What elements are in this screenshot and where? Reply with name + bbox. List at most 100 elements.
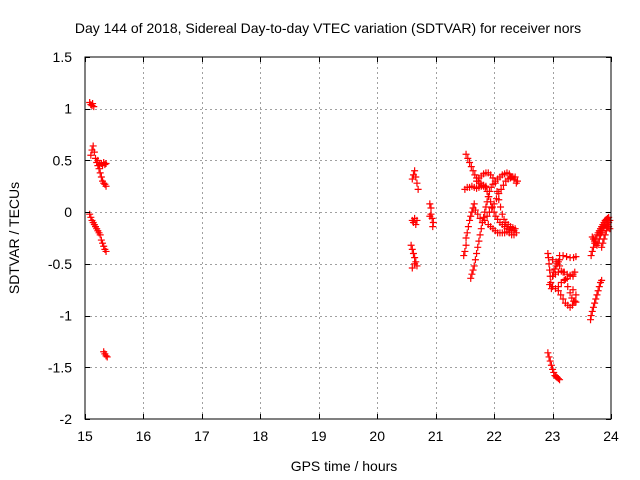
data-point xyxy=(462,150,470,158)
data-point xyxy=(498,210,506,218)
data-point xyxy=(569,286,577,294)
data-point xyxy=(547,361,555,369)
data-point xyxy=(546,266,554,274)
data-point xyxy=(94,156,102,164)
data-point xyxy=(549,256,557,264)
data-point xyxy=(99,239,107,247)
data-point xyxy=(102,182,110,190)
data-point xyxy=(599,239,607,247)
data-point xyxy=(595,283,603,291)
x-tick-label: 18 xyxy=(253,428,269,444)
data-point xyxy=(466,158,474,166)
data-point xyxy=(462,241,470,249)
data-point xyxy=(481,216,489,224)
data-point xyxy=(474,243,482,251)
y-tick-label: 0.5 xyxy=(53,152,73,168)
data-point xyxy=(408,264,416,272)
y-tick-label: -1 xyxy=(60,308,73,324)
data-point xyxy=(559,252,567,260)
data-point xyxy=(90,148,98,156)
data-point xyxy=(589,243,597,251)
data-points xyxy=(86,99,614,384)
data-point xyxy=(557,291,565,299)
data-point xyxy=(466,216,474,224)
data-point xyxy=(97,173,105,181)
data-point xyxy=(485,208,493,216)
data-point xyxy=(429,223,437,231)
data-point xyxy=(86,210,94,218)
data-point xyxy=(470,262,478,270)
data-point xyxy=(89,100,97,108)
y-tick-label: 1.5 xyxy=(53,49,73,65)
data-point xyxy=(87,151,95,159)
data-point xyxy=(492,195,500,203)
data-point xyxy=(407,241,415,249)
data-point xyxy=(591,299,599,307)
data-point xyxy=(588,307,596,315)
data-point xyxy=(497,185,505,193)
data-point xyxy=(464,223,472,231)
data-point xyxy=(102,352,110,360)
plot-frame xyxy=(84,56,612,420)
data-point xyxy=(588,247,596,255)
data-point xyxy=(101,161,109,169)
data-point xyxy=(89,142,97,150)
data-point xyxy=(589,303,597,311)
data-point xyxy=(467,163,475,171)
data-point xyxy=(97,236,105,244)
data-point xyxy=(598,243,606,251)
data-point xyxy=(100,242,108,250)
data-point xyxy=(544,254,552,262)
data-point xyxy=(412,173,420,181)
x-tick-label: 20 xyxy=(369,428,385,444)
data-point xyxy=(587,312,595,320)
data-point xyxy=(550,368,558,376)
data-point xyxy=(464,154,472,162)
data-point xyxy=(103,353,111,361)
data-point xyxy=(497,203,505,211)
data-point xyxy=(408,245,416,253)
data-point xyxy=(554,287,562,295)
data-point xyxy=(556,262,564,270)
data-point xyxy=(413,216,421,224)
data-point xyxy=(474,210,482,218)
data-point xyxy=(545,260,553,268)
x-tick-label: 19 xyxy=(311,428,327,444)
data-point xyxy=(426,212,434,220)
data-point xyxy=(462,234,470,242)
data-point xyxy=(513,177,521,185)
data-point xyxy=(571,297,579,305)
data-point xyxy=(512,229,520,237)
x-axis-label: GPS time / hours xyxy=(291,458,398,474)
data-point xyxy=(601,231,609,239)
data-point xyxy=(606,216,614,224)
data-point xyxy=(485,187,493,195)
data-point xyxy=(411,167,419,175)
data-point xyxy=(490,200,498,208)
x-tick-label: 23 xyxy=(545,428,561,444)
data-point xyxy=(469,266,477,274)
data-point xyxy=(467,274,475,282)
data-point xyxy=(569,272,577,280)
data-point xyxy=(473,250,481,258)
data-point xyxy=(511,225,519,233)
data-point xyxy=(602,227,610,235)
y-tick-label: 0 xyxy=(64,204,72,220)
data-point xyxy=(408,175,416,183)
data-point xyxy=(563,253,571,261)
data-point xyxy=(467,212,475,220)
data-point xyxy=(499,181,507,189)
data-point xyxy=(559,268,567,276)
data-point xyxy=(495,190,503,198)
data-point xyxy=(468,208,476,216)
data-point xyxy=(545,353,553,361)
data-point xyxy=(482,203,490,211)
data-point xyxy=(544,349,552,357)
data-point xyxy=(480,213,488,221)
x-tick-label: 21 xyxy=(428,428,444,444)
data-point xyxy=(483,198,491,206)
x-tick-label: 24 xyxy=(603,428,619,444)
y-tick-label: -1.5 xyxy=(48,359,72,375)
data-point xyxy=(470,200,478,208)
